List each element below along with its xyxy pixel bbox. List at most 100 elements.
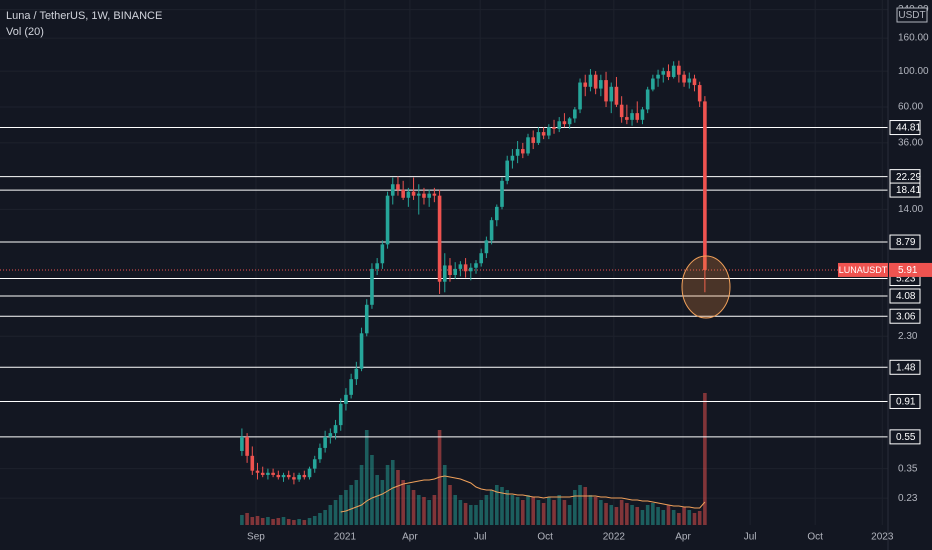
candle-body	[281, 474, 286, 478]
highlight-circle	[681, 255, 731, 319]
candle-body	[661, 71, 666, 75]
volume-bar	[240, 515, 244, 525]
candle-body	[406, 191, 411, 198]
level-label: 0.91	[896, 397, 916, 408]
volume-bar	[651, 503, 655, 525]
candle-body	[630, 113, 634, 120]
volume-bar	[614, 507, 619, 525]
volume-bar	[416, 495, 421, 525]
level-label: 0.55	[896, 432, 916, 443]
volume-bar	[547, 497, 551, 525]
candle-body	[349, 379, 353, 395]
last-price-label: 5.91	[898, 265, 918, 276]
level-box	[889, 182, 921, 198]
volume-bar	[312, 516, 317, 525]
volume-bar	[687, 510, 692, 525]
candle-body	[604, 80, 608, 102]
volume-bar	[401, 480, 405, 525]
candle-body	[442, 265, 447, 282]
candle-body	[614, 86, 619, 105]
candle-body	[245, 436, 249, 456]
level-label: 8.79	[896, 237, 916, 248]
volume-bar	[427, 500, 431, 525]
x-tick-label: Apr	[675, 532, 691, 543]
candle-body	[437, 195, 442, 282]
candle-body	[448, 265, 452, 276]
candle-body	[390, 184, 395, 196]
volume-bar	[656, 507, 660, 525]
candle-body	[495, 206, 499, 221]
candle-body	[344, 394, 348, 404]
volume-bar	[276, 518, 281, 525]
volume-bar	[396, 470, 400, 525]
volume-bar	[338, 495, 343, 525]
level-label: 44.81	[896, 123, 921, 134]
level-label: 3.06	[896, 311, 916, 322]
volume-bar	[531, 497, 536, 525]
candle-body	[552, 127, 556, 129]
candle-body	[521, 149, 525, 154]
candle-body	[463, 264, 468, 272]
volume-bar	[245, 513, 249, 525]
volume-bar	[344, 490, 348, 525]
volume-bar	[463, 503, 468, 525]
volume-bar	[703, 393, 707, 525]
volume-bar	[448, 485, 452, 525]
x-tick-label: 2022	[603, 532, 626, 543]
volume-bar	[645, 505, 650, 525]
candle-body	[666, 71, 671, 77]
candle-body	[593, 74, 598, 89]
volume-bar	[349, 485, 353, 525]
volume-bar	[635, 507, 640, 525]
level-label: 22.29	[896, 172, 921, 183]
volume-bar	[286, 519, 291, 525]
candle-body	[292, 477, 296, 480]
volume-bar	[552, 500, 556, 525]
volume-bar	[500, 487, 504, 525]
level-label: 1.48	[896, 362, 916, 373]
volume-bar	[697, 511, 702, 525]
candle-body	[479, 253, 483, 264]
volume-bar	[661, 510, 666, 525]
candle-body	[338, 403, 343, 426]
last-price-box	[889, 262, 932, 277]
volume-bar	[521, 500, 525, 525]
candle-body	[677, 65, 681, 75]
candle-body	[375, 263, 379, 269]
volume-bar	[333, 500, 338, 525]
volume-bar	[411, 490, 416, 525]
volume-bar	[489, 490, 494, 525]
candle-body	[682, 74, 686, 83]
candle-body	[416, 193, 421, 196]
volume-bar	[385, 465, 390, 525]
volume-bar	[255, 516, 260, 525]
volume-pane	[240, 393, 707, 525]
currency-label: USDT	[898, 10, 925, 21]
candle-body	[484, 240, 489, 254]
volume-bar	[266, 517, 270, 525]
candle-body	[619, 104, 624, 118]
candle-body	[531, 137, 536, 143]
candle-body	[307, 468, 312, 478]
candle-body	[354, 368, 359, 380]
y-tick-label: 100.00	[898, 66, 929, 77]
candle-body	[536, 132, 541, 143]
candle-body	[505, 160, 510, 181]
x-tick-label: 2023	[871, 532, 894, 543]
candle-body	[370, 268, 374, 305]
y-tick-label: 2.30	[898, 331, 918, 342]
level-label: 18.41	[896, 185, 921, 196]
volume-bar	[573, 490, 577, 525]
volume-bar	[260, 518, 265, 525]
y-tick-label: 0.23	[898, 493, 918, 504]
volume-bar	[599, 500, 603, 525]
candle-body	[640, 109, 645, 120]
candles	[240, 60, 707, 485]
volume-bar	[578, 485, 582, 525]
candle-body	[557, 121, 562, 129]
candle-body	[359, 333, 364, 369]
candle-body	[364, 304, 369, 334]
candle-body	[411, 191, 416, 196]
level-label: 5.23	[896, 274, 916, 285]
candle-body	[656, 74, 660, 79]
